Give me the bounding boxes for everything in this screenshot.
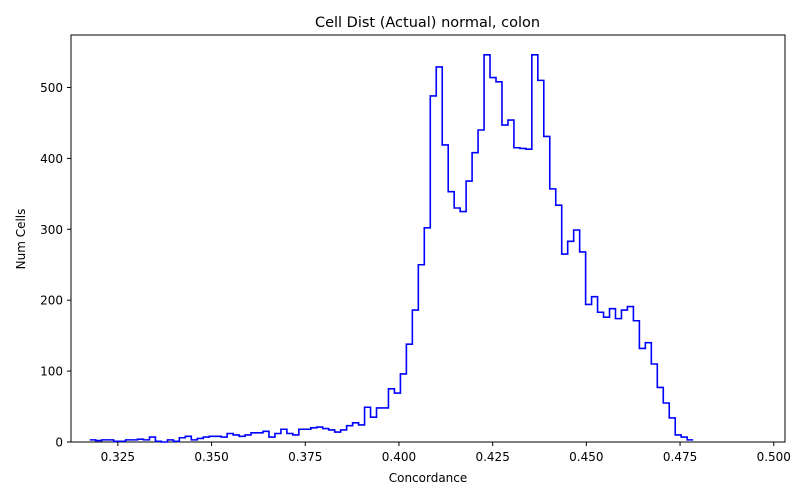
series-layer [89,54,694,443]
y-tick-label: 0 [55,436,63,450]
y-axis-ticks: 0 100 200 300 400 500 [40,81,71,450]
y-tick-label: 400 [40,152,63,166]
y-tick-label: 100 [40,365,63,379]
x-tick-label: 0.375 [288,450,322,464]
x-tick-label: 0.500 [757,450,791,464]
x-tick-label: 0.425 [475,450,509,464]
x-tick-label: 0.450 [569,450,603,464]
histogram-step-line [89,54,694,443]
x-axis-title: Concordance [389,471,468,485]
x-tick-label: 0.400 [382,450,416,464]
y-axis-title: Num Cells [14,209,28,270]
x-tick-label: 0.325 [101,450,135,464]
x-tick-label: 0.350 [194,450,228,464]
chart-title: Cell Dist (Actual) normal, colon [315,15,540,31]
y-tick-label: 500 [40,81,63,95]
plot-frame [70,34,786,443]
x-axis-ticks: 0.325 0.350 0.375 0.400 0.425 0.450 0.475 0.500 [101,442,791,464]
y-tick-label: 300 [40,223,63,237]
y-tick-label: 200 [40,294,63,308]
x-tick-label: 0.475 [663,450,697,464]
